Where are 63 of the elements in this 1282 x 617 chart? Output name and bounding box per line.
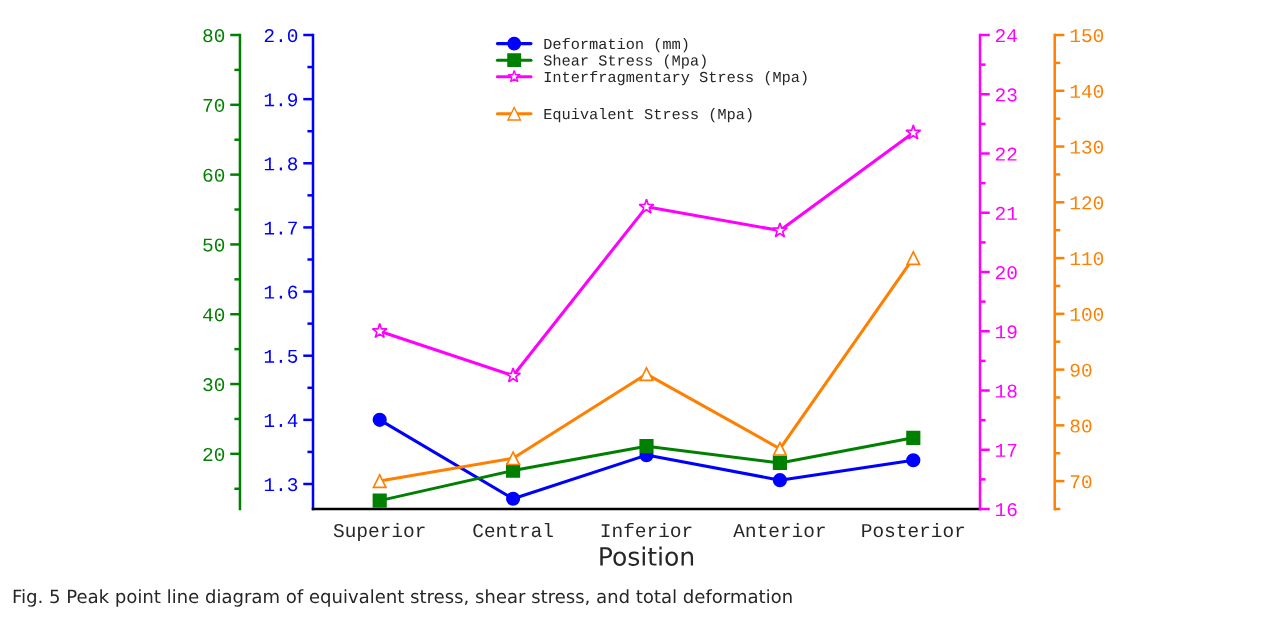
x-tick-label: Anterior (733, 522, 825, 538)
y2-tick-label: 17 (995, 443, 1017, 457)
y3-tick-label: 30 (203, 378, 225, 392)
y-tick-label: 1.8 (264, 157, 298, 171)
y2-tick-label: 19 (995, 325, 1017, 339)
y-tick-label: 130 (1070, 140, 1104, 154)
caption: Fig. 5 Peak point line diagram of equivalent stress, shear stress, and total deformation (13, 589, 792, 607)
point (506, 491, 521, 506)
y-tick-label: 150 (1070, 29, 1104, 43)
y2-tick-label: 24 (995, 29, 1017, 43)
legend-label: Deformation (mm) (544, 37, 688, 53)
y-tick-label: 70 (1070, 475, 1092, 489)
y3-tick-label: 70 (203, 98, 225, 113)
point (506, 451, 521, 466)
y-tick-label: 90 (1070, 363, 1092, 377)
y2-tick-label: 21 (995, 206, 1017, 220)
point (771, 222, 789, 238)
point (372, 412, 387, 427)
point (639, 366, 654, 382)
y-tick-label: 1.7 (264, 221, 297, 235)
point (639, 439, 654, 454)
point (372, 474, 387, 489)
y-tick-label: 1.5 (264, 349, 298, 363)
point (772, 441, 787, 456)
y-tick-label: 80 (1070, 419, 1092, 433)
y3-tick-label: 80 (203, 29, 225, 43)
point (371, 322, 388, 339)
y-tick-label: 1.4 (264, 414, 298, 427)
point (906, 453, 921, 468)
point (505, 367, 522, 383)
y2-tick-label: 18 (995, 384, 1017, 398)
point (906, 250, 921, 266)
point (906, 430, 921, 445)
y3-tick-label: 40 (203, 308, 225, 322)
y-tick-label: 2.0 (264, 29, 298, 43)
legend-label: Shear Stress (Mpa) (543, 54, 706, 69)
x-tick-label: Superior (333, 522, 425, 542)
x-tick-label: Inferior (601, 522, 692, 538)
y2-tick-label: 16 (995, 503, 1017, 517)
y-tick-label: 1.6 (264, 285, 298, 299)
y2-tick-label: 22 (995, 147, 1017, 161)
y-tick-label: 1.3 (264, 478, 298, 492)
y3-tick-label: 50 (203, 238, 225, 252)
y-tick-label: 1.9 (264, 93, 298, 107)
point (638, 198, 655, 214)
legend-label: Equivalent Stress (Mpa) (544, 108, 752, 123)
y3-tick-label: 60 (203, 168, 225, 182)
y-tick-label: 110 (1070, 252, 1104, 266)
point (772, 455, 787, 471)
y2-tick-label: 23 (995, 88, 1017, 102)
x-tick-label: Central (473, 522, 553, 538)
point (772, 473, 787, 488)
x-axis-title: Position (600, 546, 694, 566)
point (372, 493, 387, 508)
y3-tick-label: 20 (203, 447, 225, 462)
y-tick-label: 120 (1070, 196, 1104, 210)
x-tick-label: Posterior (862, 522, 965, 538)
y-tick-label: 100 (1070, 307, 1104, 322)
y2-tick-label: 20 (995, 266, 1017, 280)
y-tick-label: 140 (1070, 84, 1104, 98)
legend-label: Interfragmentary Stress (Mpa) (544, 70, 807, 86)
point (506, 463, 521, 478)
point (905, 124, 922, 140)
